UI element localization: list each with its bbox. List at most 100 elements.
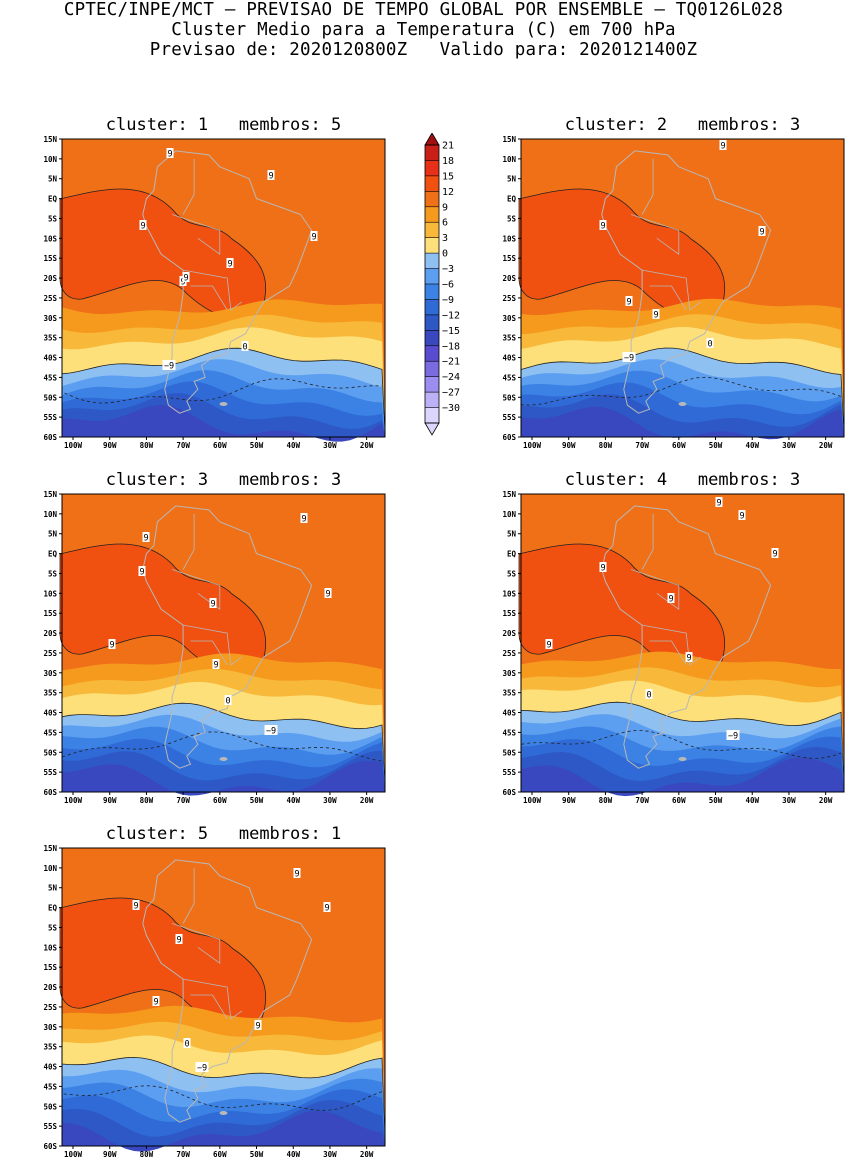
contour-label-box [625,296,633,306]
contour-label-box [599,220,607,230]
lon-tick-label: 50W [250,441,264,450]
colorbar: 21 18 15 12 9 6 3 0 −3 −6 −9 −12 −15 −18 −21 −24 −27 −30 [420,132,480,447]
colorbar-level-label: −9 [442,295,454,306]
country-border [182,513,195,570]
colorbar-cell [425,160,439,177]
contour-label-box [241,341,249,351]
colorbar-level-label: 0 [442,249,448,260]
lat-tick-label: 5N [507,175,517,184]
lon-tick-label: 20W [819,441,833,450]
contour-label-box [293,868,301,878]
map-frame [61,493,386,793]
lat-tick-label: 45S [502,373,516,382]
country-border [183,624,243,666]
band-minus18-minus15 [62,405,385,442]
lon-tick-label: 80W [140,441,154,450]
lat-tick-label: 15N [43,844,57,853]
panel-title: cluster: 1 membros: 5 [105,115,342,135]
contour-label-box [224,695,232,705]
panel-title: cluster: 5 membros: 1 [105,824,342,844]
lon-tick-label: 90W [562,441,576,450]
band-minus18-minus15 [62,1110,385,1152]
lat-tick-label: 35S [502,334,516,343]
lon-tick-label: 40W [286,441,300,450]
colorbar-cell [425,237,439,254]
lon-tick-label: 70W [635,441,649,450]
contour-label: −9 [728,732,738,742]
contour-label: 9 [546,641,551,651]
lat-tick-label: 10S [502,234,516,243]
colorbar-level-label: −21 [442,357,460,368]
lat-tick-label: 30S [43,314,57,323]
contour-label-box [310,231,318,241]
colorbar-cell [425,145,439,161]
country-border [183,269,243,311]
contour-label: 9 [153,998,158,1008]
header-line-3: Previsao de: 2020120800Z Valido para: 20… [149,40,698,60]
lat-tick-label: 55S [502,768,516,777]
lat-tick-label: 50S [43,748,57,757]
contour-label-box [267,170,275,180]
lat-tick-label: 40S [43,354,57,363]
lat-tick-label: 35S [43,1043,57,1052]
header-line-1: CPTEC/INPE/MCT — PREVISAO DE TEMPO GLOBA… [63,0,784,20]
contour-label: 9 [311,233,316,243]
lat-tick-label: 15N [43,135,57,144]
contour-label: 9 [140,222,145,232]
lon-tick-label: 60W [213,1150,227,1157]
colorbar-level-label: −3 [442,264,454,275]
lon-tick-label: 60W [672,441,686,450]
lon-tick-label: 50W [250,1150,264,1157]
contour-label: 9 [294,870,299,880]
lon-tick-label: 100W [64,796,83,805]
colorbar-level-label: 15 [442,171,454,182]
lat-tick-label: 10N [502,155,516,164]
colorbar-level-label: 6 [442,218,448,229]
temperature-map: 99999990−915N10N5NEQ5S10S15S20S25S30S35S… [43,135,386,450]
contour-label-box [715,497,723,507]
country-border [641,513,654,570]
lat-tick-label: 5S [507,214,517,223]
colorbar-graphic: 21 18 15 12 9 6 3 0 −3 −6 −9 −12 −15 −18 −21 −24 −27 −30 [424,132,460,436]
coastline [601,150,772,414]
contour-label-box [108,639,116,649]
contour-label-box [254,1020,262,1030]
contour-label: 9 [686,654,691,664]
contour-label-box [139,220,147,230]
contour-label-box [719,140,727,150]
colorbar-level-label: 9 [442,202,448,213]
lon-tick-label: 60W [213,441,227,450]
contour-label-box [685,652,693,662]
lon-tick-label: 80W [599,796,613,805]
country-border [171,923,221,964]
lon-tick-label: 80W [140,796,154,805]
contour-label: 9 [772,550,777,560]
contour-label-box [138,566,146,576]
contour-label: 9 [716,499,721,509]
lat-tick-label: 25S [43,649,57,658]
lat-tick-label: 60S [43,433,57,442]
lat-tick-label: EQ [48,904,58,913]
lat-tick-label: EQ [48,550,58,559]
lon-tick-label: 20W [360,441,374,450]
lon-tick-label: 90W [103,441,117,450]
lon-tick-label: 100W [64,1150,83,1157]
colorbar-cell [425,253,439,270]
contour-label-box [706,338,714,348]
lon-tick-label: 20W [360,1150,374,1157]
map-frame [61,847,386,1147]
lon-tick-label: 80W [140,1150,154,1157]
falkland-islands [219,402,228,407]
lat-tick-label: 15S [43,963,57,972]
colorbar-cell [425,191,439,208]
map-frame [61,138,386,438]
colorbar-cell [425,330,439,347]
colorbar-top-arrow [424,132,440,146]
contour-label-box [324,588,332,598]
contour-label: 9 [325,590,330,600]
contour-label: −9 [164,362,174,372]
contour-label-box [182,272,190,282]
contour-label: 0 [646,691,651,701]
lon-tick-label: 40W [286,1150,300,1157]
lat-tick-label: 30S [43,669,57,678]
